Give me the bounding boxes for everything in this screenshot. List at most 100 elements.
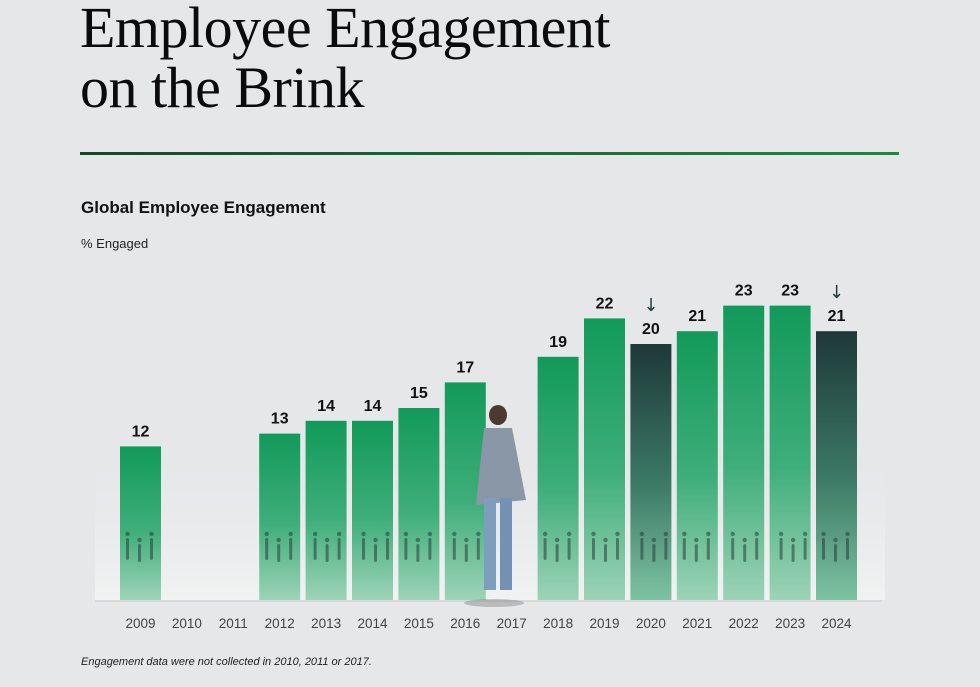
crowd-figure-head xyxy=(591,531,596,537)
crowd-figure-shape xyxy=(846,538,849,560)
page-title: Employee Engagement on the Brink xyxy=(80,0,611,120)
crowd-figure-shape xyxy=(652,544,656,562)
crowd-figure-shape xyxy=(374,544,377,562)
crowd-figure-shape xyxy=(386,538,389,560)
crowd-figure-head xyxy=(603,537,608,543)
crowd-figure-head xyxy=(464,537,469,543)
crowd-figure-head xyxy=(754,531,759,537)
crowd-figure-head xyxy=(415,537,421,543)
crowd-figure-head xyxy=(324,537,330,543)
page-title-line-2: on the Brink xyxy=(80,55,364,120)
value-label-2020: 20 xyxy=(642,321,660,338)
crowd-figure-shape xyxy=(452,538,456,560)
crowd-figure-shape xyxy=(543,538,547,560)
x-tick-label: 2009 xyxy=(125,616,155,631)
crowd-figure-shape xyxy=(822,538,825,560)
crowd-figure-shape xyxy=(604,544,607,562)
bar-2012 xyxy=(259,433,301,600)
crowd-figure-head xyxy=(427,531,433,537)
y-axis-label: % Engaged xyxy=(81,236,149,251)
x-tick-label: 2017 xyxy=(497,616,527,631)
crowd-figure-head xyxy=(373,537,378,543)
value-label-2013: 14 xyxy=(317,398,335,415)
crowd-figure-shape xyxy=(313,538,317,560)
crowd-figure-head xyxy=(790,537,796,543)
crowd-figure-head xyxy=(778,531,784,537)
x-tick-label: 2022 xyxy=(729,616,759,631)
page-title-line-1: Employee Engagement xyxy=(80,0,611,60)
crowd-figure-shape xyxy=(694,544,698,562)
crowd-figure-head xyxy=(452,531,457,537)
crowd-figure-head xyxy=(694,537,699,543)
crowd-figure-head xyxy=(476,531,481,537)
crowd-figure-shape xyxy=(616,538,619,560)
crowd-figure-shape xyxy=(362,538,365,560)
crowd-figure-shape xyxy=(265,538,269,560)
x-tick-label: 2023 xyxy=(775,616,805,631)
value-label-2024: 21 xyxy=(828,308,846,325)
crowd-figure-shape xyxy=(664,538,668,560)
crowd-figure-head xyxy=(615,531,620,537)
crowd-figure-shape xyxy=(567,538,571,560)
crowd-figure-head xyxy=(706,531,711,537)
x-tick-label: 2024 xyxy=(821,616,852,631)
x-tick-label: 2013 xyxy=(311,616,341,631)
crowd-figure-shape xyxy=(138,544,141,562)
crowd-figure-head xyxy=(361,531,366,537)
crowd-figure-shape xyxy=(743,544,747,562)
crowd-figure-head xyxy=(276,537,281,543)
x-tick-label: 2014 xyxy=(357,616,388,631)
crowd-figure-shape xyxy=(791,544,795,562)
chart-title: Global Employee Engagement xyxy=(81,198,326,217)
crowd-figure-head xyxy=(663,531,669,537)
crowd-figure-shape xyxy=(337,538,341,560)
bar-2009 xyxy=(120,446,161,600)
value-label-2018: 19 xyxy=(549,334,567,351)
crowd-figure-shape xyxy=(277,544,281,562)
crowd-figure-head xyxy=(385,531,390,537)
value-label-2014: 14 xyxy=(364,398,382,415)
crowd-figure-shape xyxy=(755,538,759,560)
crowd-figure-head xyxy=(312,531,318,537)
crowd-figure-head xyxy=(554,537,560,543)
value-label-2009: 12 xyxy=(132,423,150,440)
value-label-2015: 15 xyxy=(410,385,428,402)
value-label-2021: 21 xyxy=(688,308,706,325)
title-divider xyxy=(80,152,899,155)
x-tick-label: 2016 xyxy=(450,616,480,631)
chart-footnote: Engagement data were not collected in 20… xyxy=(81,656,372,668)
crowd-figure-shape xyxy=(803,538,807,560)
crowd-figure-head xyxy=(821,531,826,537)
crowd-figure-head xyxy=(742,537,747,543)
x-tick-label: 2015 xyxy=(404,616,434,631)
value-label-2019: 22 xyxy=(596,295,614,312)
crowd-figure-head xyxy=(264,531,269,537)
crowd-figure-head xyxy=(730,531,735,537)
crowd-figure-shape xyxy=(640,538,644,560)
x-tick-label: 2011 xyxy=(219,616,248,631)
crowd-figure-shape xyxy=(416,544,420,562)
walking-person-figure xyxy=(464,405,526,607)
crowd-figure-shape xyxy=(476,538,480,560)
value-label-2022: 23 xyxy=(735,283,753,300)
x-tick-label: 2019 xyxy=(589,616,619,631)
crowd-figure-shape xyxy=(706,538,710,560)
crowd-figure-head xyxy=(336,531,342,537)
crowd-figure-shape xyxy=(428,538,432,560)
crowd-figure-shape xyxy=(325,544,329,562)
bar-2015 xyxy=(398,408,440,600)
bar-2014 xyxy=(352,420,393,600)
crowd-figure-head xyxy=(137,537,142,543)
crowd-figure-shape xyxy=(779,538,783,560)
crowd-figure-shape xyxy=(289,538,293,560)
value-label-2023: 23 xyxy=(781,283,799,300)
crowd-figure-head xyxy=(542,531,548,537)
crowd-figure-shape xyxy=(404,538,408,560)
crowd-figure-shape xyxy=(592,538,595,560)
decline-arrow-icon: ↓ xyxy=(829,282,844,303)
x-tick-label: 2021 xyxy=(682,616,712,631)
crowd-figure-head xyxy=(149,531,154,537)
crowd-figure-head xyxy=(639,531,645,537)
bar-2020 xyxy=(630,344,672,600)
